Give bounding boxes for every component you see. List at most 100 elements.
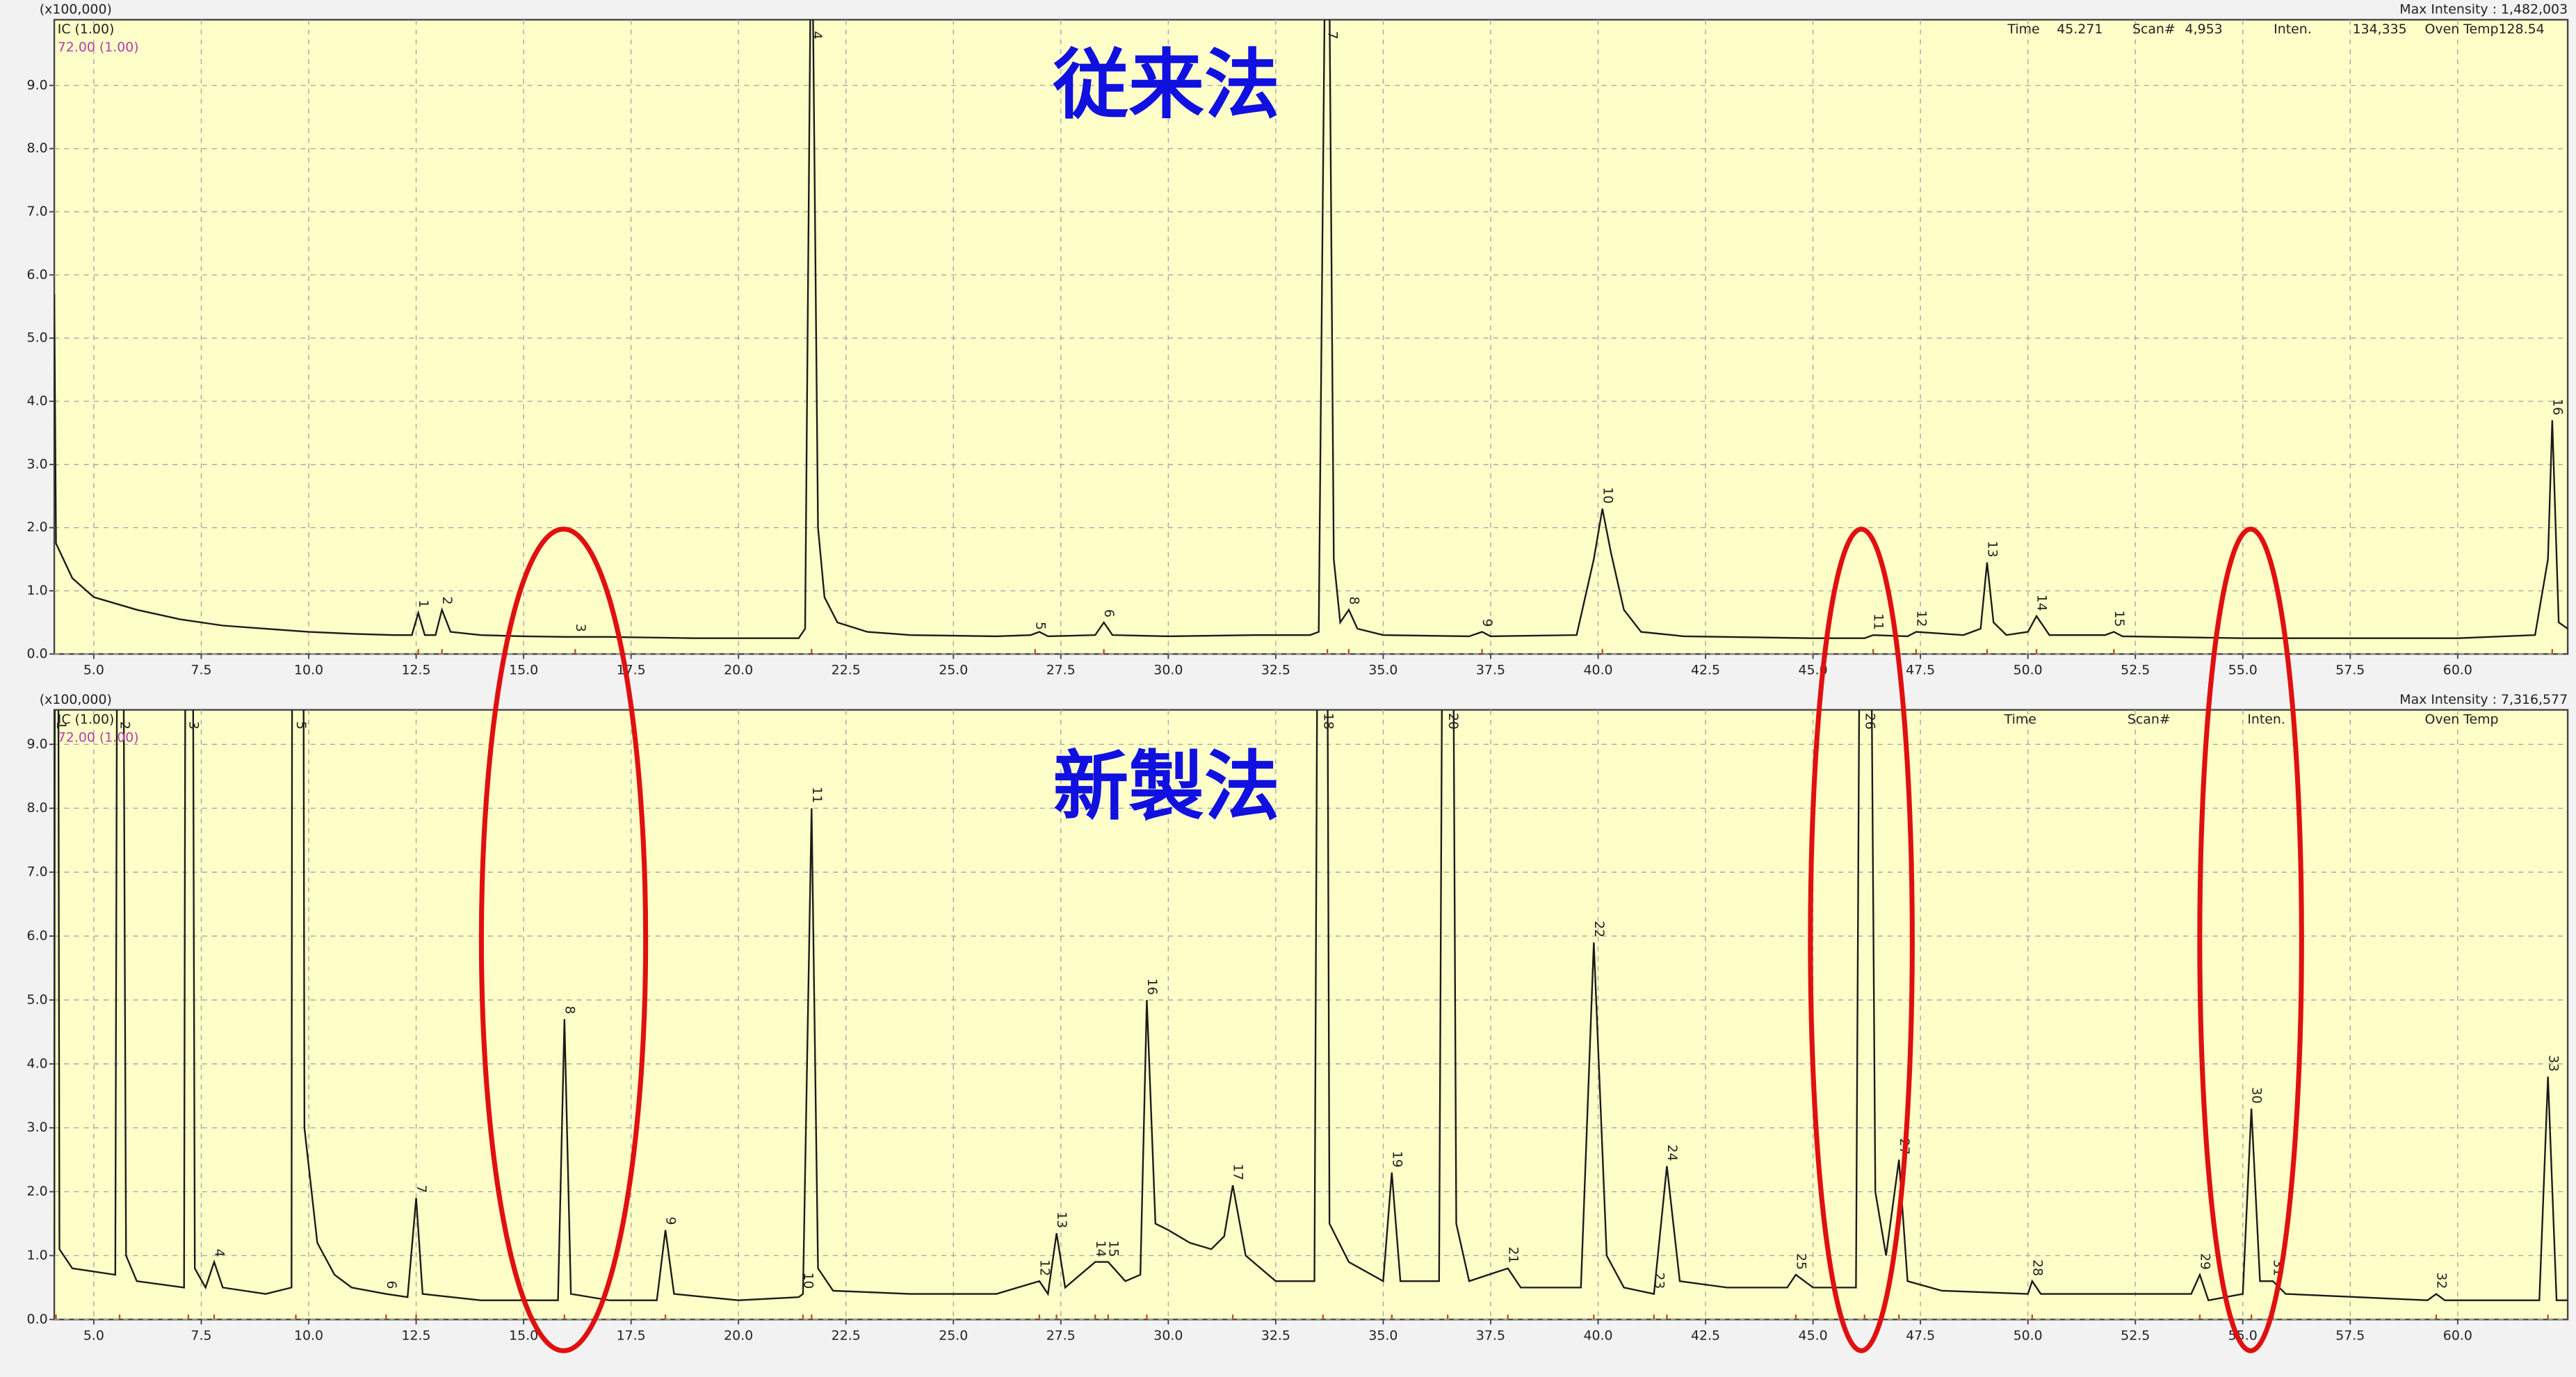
info-text: Inten.: [2247, 711, 2285, 727]
x-tick-label: 20.0: [724, 663, 753, 678]
peak-label: 9: [663, 1217, 679, 1225]
y-unit: (x100,000): [40, 2, 112, 17]
y-tick-label: 5.0: [27, 330, 48, 346]
peak-label: 19: [1389, 1151, 1404, 1168]
x-tick-label: 17.5: [617, 663, 646, 678]
max-intensity: Max Intensity : 7,316,577: [2399, 692, 2568, 707]
y-tick-label: 0.0: [27, 1312, 48, 1327]
sub-label: 72.00 (1.00): [58, 40, 139, 55]
x-tick-label: 52.5: [2121, 1328, 2150, 1343]
x-tick-label: 47.5: [1906, 1328, 1935, 1343]
x-tick-label: 50.0: [2014, 1328, 2043, 1343]
info-text: 4,953: [2185, 22, 2223, 37]
x-tick-label: 47.5: [1906, 663, 1935, 678]
x-tick-label: 42.5: [1691, 663, 1720, 678]
panel: 0.0 1.0 2.0 3.0 4.0 5.0 6.0 7.0 8.0 9.0 5.0 7.5 10.0…: [27, 692, 2569, 1343]
series-label: IC (1.00): [58, 22, 115, 37]
panel: 0.0 1.0 2.0 3.0 4.0 5.0 6.0 7.0 8.0 9.0 5.0 7.5 10.0…: [27, 2, 2569, 678]
peak-label: 4: [809, 31, 825, 40]
peak-label: 20: [1445, 713, 1461, 730]
peak-label: 15: [1105, 1240, 1121, 1257]
peak-label: 6: [1101, 609, 1117, 618]
peak-label: 12: [1037, 1259, 1052, 1276]
x-tick-label: 50.0: [2014, 663, 2043, 678]
plot-background: [53, 709, 2569, 1321]
peak-label: 3: [186, 721, 202, 730]
peak-label: 10: [800, 1272, 816, 1289]
y-tick-label: 1.0: [27, 1248, 48, 1263]
max-intensity: Max Intensity : 1,482,003: [2399, 2, 2568, 17]
peak-label: 5: [293, 721, 309, 730]
y-tick-label: 9.0: [27, 736, 48, 752]
peak-label: 8: [1347, 597, 1362, 605]
x-tick-label: 12.5: [402, 1328, 431, 1343]
info-text: 134,335: [2353, 22, 2407, 37]
chart-layer: 0.01.02.03.04.05.06.07.08.09.05.0 7.5 10.0…: [27, 2, 2569, 1343]
peak-label: 30: [2249, 1087, 2265, 1104]
peak-label: 3: [573, 624, 588, 632]
peak-label: 26: [1862, 713, 1877, 730]
x-tick-label: 25.0: [939, 1328, 968, 1343]
x-tick-label: 57.5: [2335, 663, 2365, 678]
peak-label: 29: [2198, 1253, 2213, 1270]
y-tick-label: 3.0: [27, 456, 48, 472]
peak-label: 16: [1144, 979, 1160, 995]
peak-label: 1: [416, 599, 431, 608]
peak-label: 17: [1231, 1163, 1246, 1180]
x-tick-label: 12.5: [402, 663, 431, 678]
peak-label: 6: [384, 1280, 399, 1289]
y-tick-label: 7.0: [27, 204, 48, 219]
peak-label: 7: [1325, 31, 1340, 40]
y-tick-label: 9.0: [27, 77, 48, 92]
peak-label: 22: [1591, 921, 1607, 937]
x-tick-label: 27.5: [1046, 663, 1076, 678]
peak-label: 24: [1664, 1145, 1680, 1161]
x-tick-label: 27.5: [1046, 1328, 1076, 1343]
x-tick-label: 25.0: [939, 663, 968, 678]
x-tick-label: 7.5: [191, 1328, 211, 1343]
y-tick-label: 2.0: [27, 1184, 48, 1199]
peak-label: 14: [2034, 595, 2050, 611]
peak-label: 32: [2434, 1272, 2449, 1289]
y-tick-label: 1.0: [27, 583, 48, 598]
trace-line: [54, 709, 2568, 1302]
y-tick-label: 7.0: [27, 864, 48, 880]
y-tick-label: 2.0: [27, 520, 48, 535]
peak-label: 13: [1054, 1211, 1069, 1228]
panel-title: 従来法: [1053, 41, 1280, 129]
peak-label: 12: [1914, 610, 1929, 627]
peak-label: 21: [1505, 1247, 1521, 1264]
peak-label: 33: [2545, 1055, 2561, 1072]
peak-label: 2: [439, 597, 455, 605]
y-tick-label: 8.0: [27, 140, 48, 156]
peak-label: 23: [1651, 1272, 1667, 1289]
x-tick-label: 15.0: [509, 663, 538, 678]
x-tick-label: 30.0: [1153, 1328, 1183, 1343]
series-label: IC (1.00): [58, 711, 115, 727]
peak-label: 4: [212, 1248, 227, 1257]
info-text: Oven Temp: [2425, 711, 2499, 727]
x-tick-label: 35.0: [1368, 1328, 1398, 1343]
info-text: Scan#: [2128, 711, 2171, 727]
x-tick-label: 42.5: [1691, 1328, 1720, 1343]
x-tick-label: 55.0: [2228, 663, 2258, 678]
x-tick-label: 10.0: [294, 1328, 323, 1343]
y-unit: (x100,000): [40, 692, 112, 707]
y-tick-label: 4.0: [27, 1056, 48, 1071]
peak-label: 9: [1480, 618, 1495, 627]
peak-label: 2: [118, 721, 133, 730]
peak-label: 11: [1871, 613, 1886, 630]
x-tick-label: 5.0: [83, 1328, 104, 1343]
peak-label: 28: [2030, 1259, 2045, 1276]
peak-label: 13: [1985, 541, 2000, 558]
x-tick-label: 17.5: [617, 1328, 646, 1343]
y-tick-label: 6.0: [27, 928, 48, 943]
x-tick-label: 57.5: [2335, 1328, 2365, 1343]
x-tick-label: 10.0: [294, 663, 323, 678]
highlight-ellipse: [478, 526, 649, 1353]
peak-label: 15: [2112, 610, 2127, 627]
peak-label: 18: [1320, 713, 1336, 730]
y-tick-label: 0.0: [27, 646, 48, 661]
